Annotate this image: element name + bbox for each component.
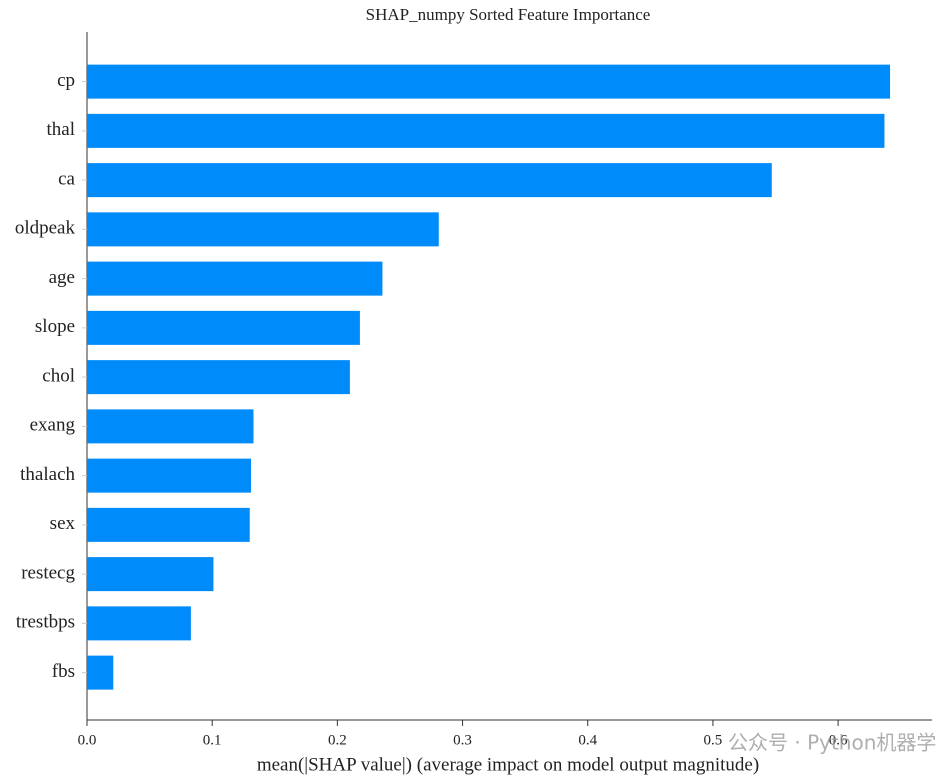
bar [87, 655, 114, 690]
y-tick-label: thal [47, 119, 76, 140]
y-tick-label: oldpeak [15, 218, 76, 239]
y-tick-label: chol [42, 365, 75, 386]
y-tick-label: restecg [21, 562, 75, 583]
bar [87, 163, 772, 198]
y-tick-label: age [49, 267, 75, 288]
bar [87, 261, 383, 296]
x-tick-label: 0.0 [78, 732, 97, 748]
x-tick-label: 0.1 [203, 732, 222, 748]
bar [87, 360, 350, 395]
bar [87, 113, 885, 148]
chart-title: SHAP_numpy Sorted Feature Importance [366, 5, 651, 24]
y-tick-label: sex [50, 513, 76, 534]
bar [87, 310, 360, 345]
y-tick-label: slope [35, 316, 75, 337]
y-tick-label: thalach [20, 464, 75, 485]
bar [87, 507, 250, 542]
y-tick-label: trestbps [16, 612, 75, 633]
bar [87, 606, 191, 641]
y-tick-label: ca [58, 168, 75, 189]
x-tick-label: 0.2 [328, 732, 347, 748]
bar [87, 458, 251, 493]
bar [87, 212, 439, 247]
bar [87, 409, 254, 444]
x-axis-label: mean(|SHAP value|) (average impact on mo… [257, 754, 759, 775]
x-tick-label: 0.3 [453, 732, 472, 748]
x-tick-label: 0.5 [704, 732, 723, 748]
x-tick-label: 0.6 [829, 732, 848, 748]
bar [87, 557, 214, 592]
x-tick-label: 0.4 [578, 732, 597, 748]
y-tick-label: exang [30, 415, 76, 436]
y-tick-label: fbs [52, 661, 75, 682]
y-tick-label: cp [57, 70, 75, 91]
bar [87, 64, 891, 99]
watermark: 公众号 · Python机器学习AI [728, 731, 937, 755]
